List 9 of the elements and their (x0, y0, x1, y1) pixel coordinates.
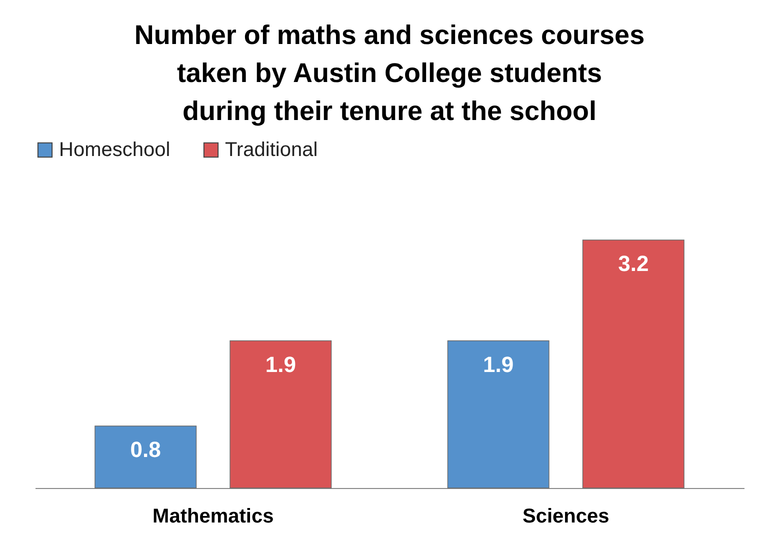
legend-label: Traditional (225, 139, 318, 161)
data-label: 0.8 (130, 437, 161, 462)
x-tick-label: Sciences (522, 506, 610, 528)
chart-title: Number of maths and sciences courses taken by Austin College students during their tenure at the school (134, 20, 645, 126)
legend-label: Homeschool (59, 139, 170, 161)
data-label: 3.2 (618, 251, 649, 276)
x-tick-label: Mathematics (152, 506, 274, 528)
data-label: 1.9 (483, 352, 514, 377)
data-label: 1.9 (265, 352, 296, 377)
